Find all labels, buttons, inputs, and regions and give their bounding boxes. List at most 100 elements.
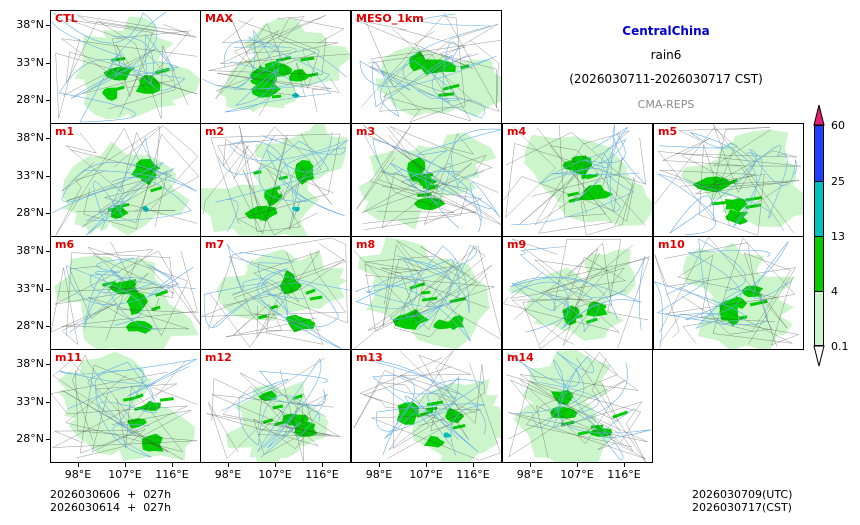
y-tick-label: 38°N — [16, 357, 44, 370]
init-time-utc: 2026030606 + 027h — [50, 488, 172, 501]
y-tick-label: 33°N — [16, 395, 44, 408]
map-panel-m14: m14 — [502, 349, 653, 463]
precip-map — [202, 15, 350, 116]
map-panel-m9: m9 — [502, 236, 653, 350]
panel-label: m11 — [55, 351, 82, 364]
x-tick-label: 116°E — [155, 468, 189, 481]
y-tick-label: 33°N — [16, 282, 44, 295]
y-tick-label: 28°N — [16, 319, 44, 332]
precip-map — [353, 237, 501, 349]
x-tick-label: 107°E — [258, 468, 292, 481]
x-tick-mark — [78, 463, 79, 467]
y-tick-mark — [46, 100, 50, 101]
x-tick-mark — [125, 463, 126, 467]
panel-label: m13 — [356, 351, 383, 364]
precip-map — [201, 124, 349, 236]
panel-label: m4 — [507, 125, 527, 138]
panel-label: m9 — [507, 238, 527, 251]
x-tick-mark — [473, 463, 474, 467]
map-panel-meso_1km: MESO_1km — [351, 10, 502, 124]
panel-label: MESO_1km — [356, 12, 424, 25]
colorbar-bottom-arrow — [813, 345, 825, 367]
x-tick-mark — [624, 463, 625, 467]
region-title: CentralChina — [622, 24, 710, 38]
map-panel-ctl: CTL — [50, 10, 201, 124]
map-panel-m6: m6 — [50, 236, 201, 350]
y-tick-mark — [46, 176, 50, 177]
precip-map — [356, 125, 501, 233]
x-tick-mark — [228, 463, 229, 467]
x-tick-mark — [426, 463, 427, 467]
map-panel-m11: m11 — [50, 349, 201, 463]
precip-map — [354, 12, 501, 123]
x-tick-label: 107°E — [560, 468, 594, 481]
colorbar-label-13: 13 — [831, 230, 845, 243]
y-tick-mark — [46, 402, 50, 403]
y-tick-mark — [46, 63, 50, 64]
x-tick-label: 116°E — [607, 468, 641, 481]
y-tick-label: 33°N — [16, 169, 44, 182]
x-tick-mark — [577, 463, 578, 467]
precip-map — [353, 350, 501, 462]
panel-label: m5 — [658, 125, 678, 138]
x-tick-mark — [172, 463, 173, 467]
y-tick-mark — [46, 439, 50, 440]
precip-map — [51, 351, 197, 461]
valid-time-utc: 2026030709(UTC) — [692, 488, 793, 501]
y-tick-label: 28°N — [16, 432, 44, 445]
panel-label: m14 — [507, 351, 534, 364]
precip-map — [51, 241, 200, 349]
precip-map — [51, 11, 200, 123]
init-time-cst: 2026030614 + 027h — [50, 501, 172, 514]
valid-time-cst: 2026030717(CST) — [692, 501, 792, 514]
y-tick-label: 38°N — [16, 131, 44, 144]
y-tick-mark — [46, 251, 50, 252]
map-panel-m2: m2 — [200, 123, 351, 237]
x-tick-label: 98°E — [214, 468, 242, 481]
panel-label: m10 — [658, 238, 685, 251]
panel-label: m1 — [55, 125, 75, 138]
precip-map — [506, 350, 652, 462]
x-tick-mark — [322, 463, 323, 467]
y-tick-mark — [46, 326, 50, 327]
precip-map — [52, 125, 200, 236]
x-tick-label: 107°E — [409, 468, 443, 481]
y-tick-mark — [46, 213, 50, 214]
colorbar-label-60: 60 — [831, 119, 845, 132]
x-tick-mark — [379, 463, 380, 467]
source-label: CMA-REPS — [637, 98, 695, 111]
panel-label: m7 — [205, 238, 225, 251]
colorbar-segment-0.1-4 — [814, 291, 824, 346]
colorbar-top-arrow — [813, 104, 825, 126]
x-tick-label: 98°E — [64, 468, 92, 481]
y-tick-mark — [46, 289, 50, 290]
map-panel-m7: m7 — [200, 236, 351, 350]
x-tick-mark — [275, 463, 276, 467]
x-tick-label: 98°E — [365, 468, 393, 481]
panel-label: MAX — [205, 12, 233, 25]
panel-label: m3 — [356, 125, 376, 138]
y-tick-label: 28°N — [16, 93, 44, 106]
map-panel-m4: m4 — [502, 123, 653, 237]
map-panel-m13: m13 — [351, 349, 502, 463]
map-panel-m1: m1 — [50, 123, 201, 237]
y-tick-label: 28°N — [16, 206, 44, 219]
precip-map — [201, 237, 350, 349]
variable-title: rain6 — [650, 48, 682, 62]
x-tick-mark — [530, 463, 531, 467]
y-tick-label: 33°N — [16, 56, 44, 69]
panel-label: CTL — [55, 12, 78, 25]
map-panel-m5: m5 — [653, 123, 804, 237]
y-tick-label: 38°N — [16, 244, 44, 257]
colorbar-label-4: 4 — [831, 285, 838, 298]
panel-label: m12 — [205, 351, 232, 364]
period-title: (2026030711-2026030717 CST) — [569, 72, 763, 86]
precip-map — [503, 238, 651, 349]
colorbar-segment-13-25 — [814, 181, 824, 236]
precip-map — [654, 237, 800, 349]
colorbar-label-0.1: 0.1 — [831, 340, 849, 353]
y-tick-mark — [46, 25, 50, 26]
x-tick-label: 116°E — [305, 468, 339, 481]
precip-map — [206, 358, 341, 462]
colorbar-segment-25-60 — [814, 125, 824, 181]
